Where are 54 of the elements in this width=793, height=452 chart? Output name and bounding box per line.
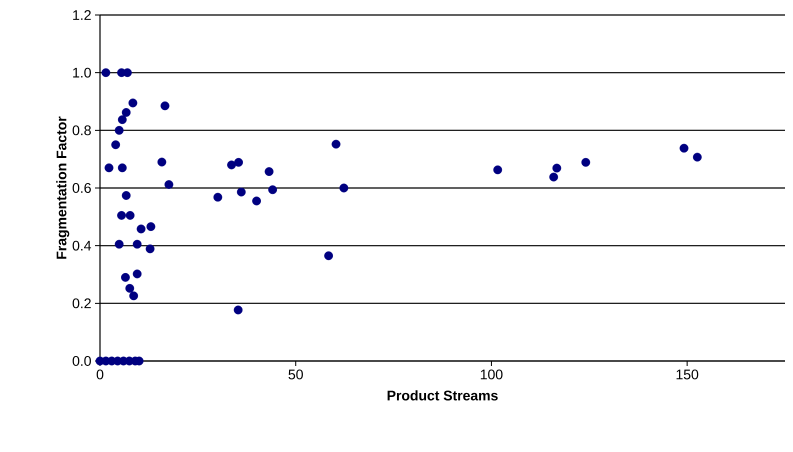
x-tick-label: 100 <box>480 370 503 380</box>
point <box>552 164 562 173</box>
y-tick-label: 0.4 <box>72 240 92 251</box>
point <box>118 163 127 172</box>
point <box>692 152 702 162</box>
point <box>132 270 142 278</box>
point <box>122 108 131 117</box>
y-tick-label: 1.2 <box>73 10 91 20</box>
point <box>227 160 236 170</box>
y-tick-label: 0.6 <box>72 183 91 193</box>
point <box>680 144 688 153</box>
point <box>126 210 135 220</box>
point <box>101 68 110 78</box>
point <box>493 165 502 174</box>
point <box>136 224 146 234</box>
point <box>549 172 558 182</box>
point <box>114 126 124 135</box>
point <box>252 196 261 206</box>
point <box>264 167 274 176</box>
y-tick-label: 0.2 <box>72 298 91 308</box>
point <box>114 240 124 249</box>
point <box>213 192 222 202</box>
y-axis-title: Fragmentation Factor <box>56 116 70 259</box>
x-axis-title: Product Streams <box>388 390 498 400</box>
point <box>339 184 348 192</box>
point <box>117 210 126 220</box>
point <box>129 291 138 300</box>
x-tick-label: 150 <box>676 370 698 380</box>
point <box>332 140 340 149</box>
point <box>324 251 333 260</box>
point <box>125 284 134 293</box>
point <box>123 68 132 78</box>
point <box>581 158 590 167</box>
point <box>160 101 170 110</box>
y-tick-label: 0.0 <box>72 356 91 366</box>
point <box>104 163 114 172</box>
point <box>146 244 155 254</box>
point <box>268 185 278 194</box>
y-tick-label: 0.8 <box>72 125 91 136</box>
point <box>234 306 243 314</box>
point <box>146 222 156 232</box>
point <box>132 240 142 249</box>
point <box>236 188 246 196</box>
point <box>118 115 127 124</box>
point <box>121 272 130 282</box>
point <box>234 158 243 167</box>
y-tick-label: 1.0 <box>73 68 91 78</box>
x-tick-label: 50 <box>288 370 303 380</box>
point <box>122 191 131 200</box>
point <box>164 180 174 189</box>
point <box>157 158 166 166</box>
x-tick-label: 0 <box>96 370 104 380</box>
point <box>111 140 120 150</box>
point <box>128 98 138 108</box>
